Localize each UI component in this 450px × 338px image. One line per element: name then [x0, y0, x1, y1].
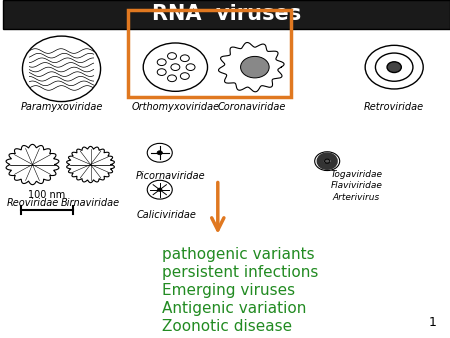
Text: persistent infections: persistent infections — [162, 265, 318, 280]
Text: Reoviridae: Reoviridae — [6, 198, 58, 208]
Text: Togaviridae: Togaviridae — [330, 170, 382, 178]
Circle shape — [143, 43, 207, 91]
Circle shape — [387, 62, 401, 73]
Circle shape — [180, 73, 189, 79]
Text: Coronaviridae: Coronaviridae — [217, 102, 285, 113]
Circle shape — [241, 56, 269, 78]
Circle shape — [186, 64, 195, 71]
Text: pathogenic variants: pathogenic variants — [162, 247, 315, 262]
Circle shape — [147, 180, 172, 199]
Text: Birnaviridae: Birnaviridae — [61, 198, 120, 208]
Circle shape — [167, 53, 176, 59]
Text: Paramyxoviridae: Paramyxoviridae — [20, 102, 103, 113]
Circle shape — [315, 152, 340, 171]
Circle shape — [324, 159, 330, 163]
Circle shape — [365, 45, 423, 89]
Text: Orthomyxoviridae: Orthomyxoviridae — [131, 102, 220, 113]
Ellipse shape — [22, 36, 101, 101]
Polygon shape — [67, 146, 114, 183]
Text: Flaviviridae: Flaviviridae — [330, 181, 382, 190]
Circle shape — [158, 188, 162, 191]
Circle shape — [320, 156, 334, 167]
Circle shape — [171, 64, 180, 71]
Text: RNA  viruses: RNA viruses — [152, 4, 302, 24]
Circle shape — [147, 143, 172, 162]
Text: Antigenic variation: Antigenic variation — [162, 301, 306, 316]
Text: Picornaviridae: Picornaviridae — [136, 171, 206, 181]
Text: Zoonotic disease: Zoonotic disease — [162, 319, 292, 334]
Circle shape — [375, 53, 413, 81]
Circle shape — [167, 75, 176, 82]
Text: Caliciviridae: Caliciviridae — [136, 210, 196, 220]
Text: Retroviridae: Retroviridae — [364, 102, 424, 113]
Text: 1: 1 — [429, 316, 436, 329]
Text: Arterivirus: Arterivirus — [333, 193, 380, 202]
Polygon shape — [219, 43, 284, 92]
Circle shape — [157, 151, 162, 155]
Circle shape — [180, 55, 189, 62]
FancyBboxPatch shape — [4, 0, 450, 28]
Text: 100 nm: 100 nm — [28, 190, 66, 200]
Polygon shape — [6, 144, 59, 185]
Text: Emerging viruses: Emerging viruses — [162, 283, 295, 298]
Circle shape — [157, 69, 166, 75]
Circle shape — [157, 59, 166, 66]
